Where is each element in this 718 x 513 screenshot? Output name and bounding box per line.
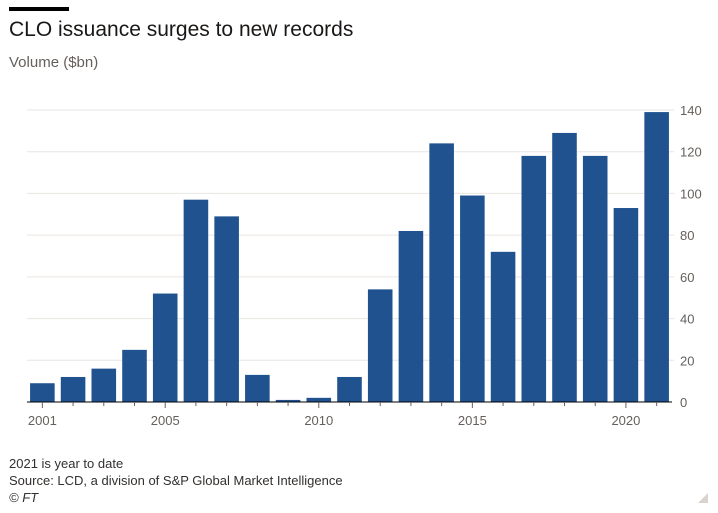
bar-2021 <box>644 112 669 402</box>
bar-2014 <box>429 143 454 402</box>
x-tick-label: 2005 <box>151 413 180 428</box>
footnote: 2021 is year to date <box>9 456 124 471</box>
corner-fold-icon <box>698 493 708 503</box>
y-tick-label: 120 <box>680 145 702 160</box>
y-tick-label: 140 <box>680 103 702 118</box>
x-tick-label: 2001 <box>28 413 57 428</box>
y-tick-label: 100 <box>680 186 702 201</box>
bar-2006 <box>183 199 209 402</box>
brand-bar <box>9 7 69 11</box>
bar-2003 <box>91 368 117 402</box>
bar-2005 <box>152 293 178 402</box>
bar-2011 <box>337 376 362 402</box>
x-tick-label: 2020 <box>611 413 640 428</box>
bar-2004 <box>122 349 147 402</box>
bar-chart: 0 20 40 60 80 100 120 140 2001 2005 2010 2015 2020 <box>27 103 702 428</box>
bar-2019 <box>582 155 608 402</box>
bar-2008 <box>245 374 270 402</box>
y-tick-label: 40 <box>680 312 694 327</box>
x-tick-label: 2010 <box>304 413 333 428</box>
bar-2009 <box>275 399 301 402</box>
bar-2010 <box>306 397 332 402</box>
y-tick-label: 80 <box>680 228 694 243</box>
y-tick-label: 60 <box>680 270 694 285</box>
bar-2013 <box>398 230 424 402</box>
bar-2012 <box>367 289 393 402</box>
copyright-credit: © FT <box>9 490 39 505</box>
bar-2001 <box>30 383 55 402</box>
chart-subtitle: Volume ($bn) <box>9 54 99 71</box>
bar-2015 <box>460 195 485 402</box>
bar-2002 <box>60 376 86 402</box>
bar-2016 <box>490 251 516 402</box>
bar-2018 <box>552 132 577 402</box>
source-note: Source: LCD, a division of S&P Global Ma… <box>9 473 343 488</box>
bar-2020 <box>613 208 639 402</box>
y-tick-label: 0 <box>680 395 687 410</box>
bar-2007 <box>214 216 239 402</box>
bar-2017 <box>521 155 547 402</box>
chart-title: CLO issuance surges to new records <box>9 18 354 41</box>
x-tick-label: 2015 <box>458 413 487 428</box>
y-tick-label: 20 <box>680 353 694 368</box>
